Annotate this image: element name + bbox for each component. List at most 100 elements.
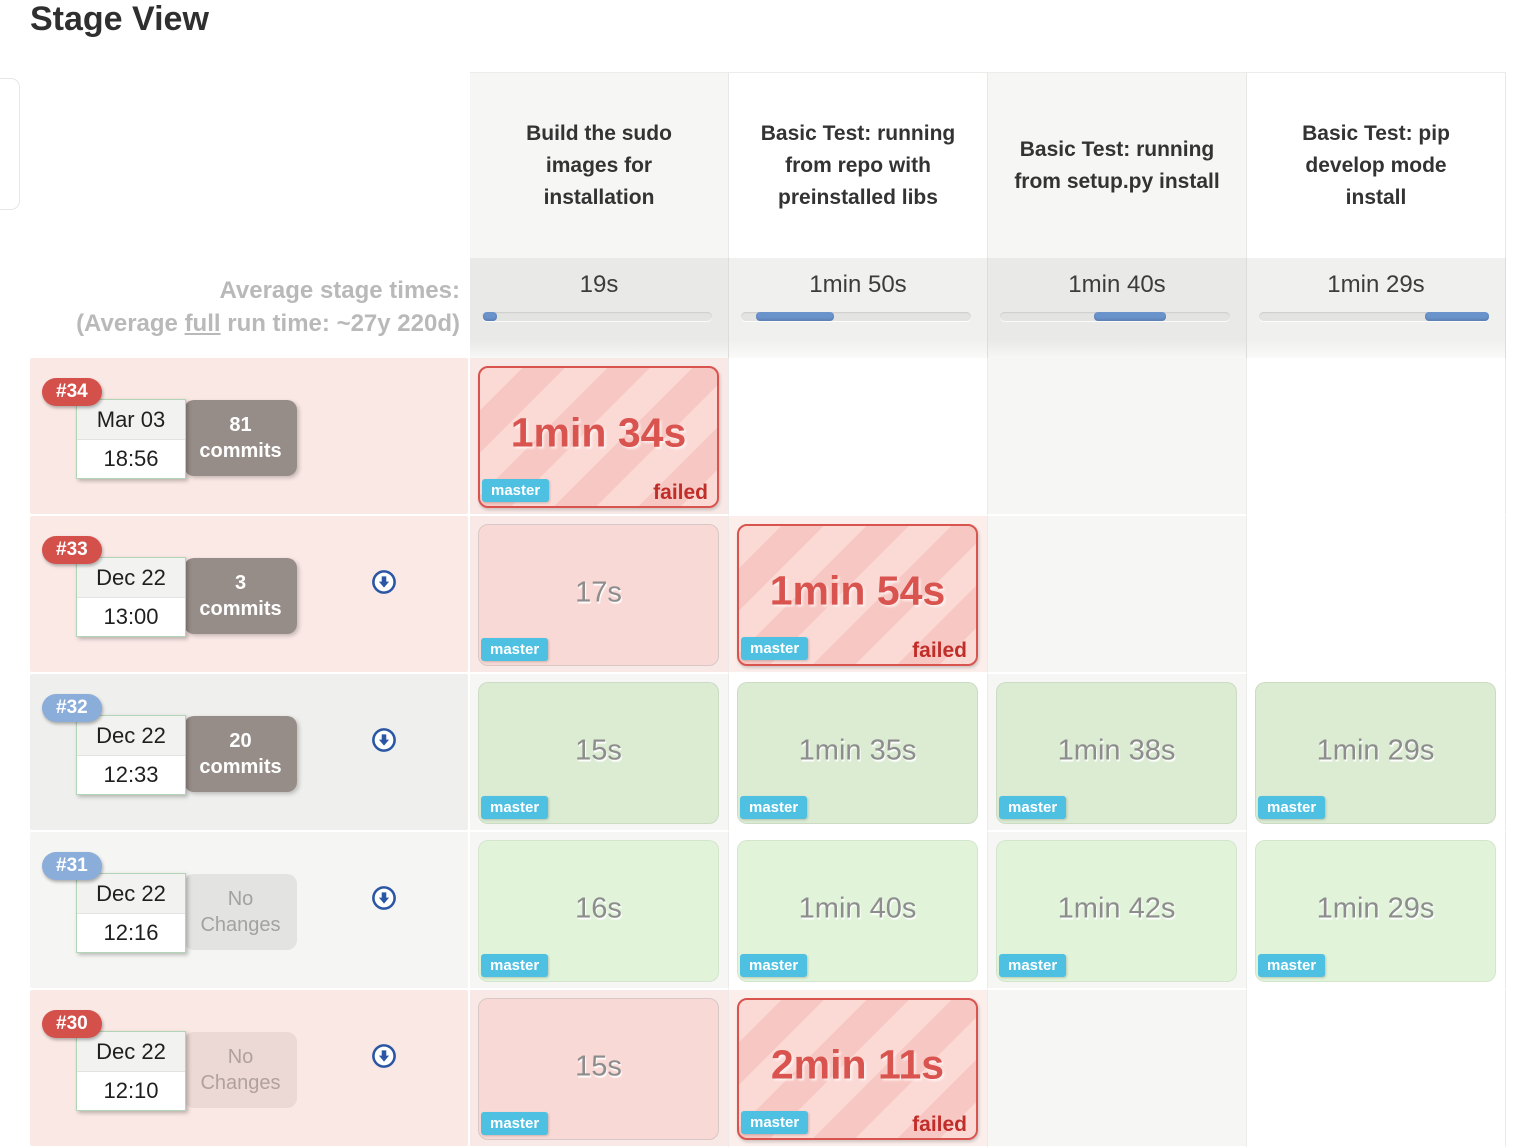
build-date: Mar 03 — [77, 400, 185, 440]
changes-popup-button[interactable]: 20 commits — [184, 716, 297, 792]
average-stage-time: 19s — [579, 271, 619, 298]
no-changes-box: No Changes — [184, 874, 297, 950]
stage-duration: 16s — [575, 892, 622, 925]
stage-time-progressbar-fill — [1424, 312, 1489, 321]
stage-cell-empty — [988, 990, 1247, 1148]
branch-badge: master — [482, 479, 550, 502]
build-time: 13:00 — [77, 598, 185, 636]
build-date-link[interactable]: Mar 03 18:56 — [76, 399, 186, 479]
stage-cell: 17s master — [470, 516, 729, 674]
stage-header-text: Basic Test: pip develop mode install — [1302, 121, 1450, 209]
changeset-arrow-icon[interactable] — [371, 569, 397, 595]
changes-word: No — [227, 1046, 254, 1068]
changes-popup-button[interactable]: 3 commits — [184, 558, 297, 634]
stage-result-failed[interactable]: 1min 34s master failed — [478, 366, 719, 508]
build-date-link[interactable]: Dec 22 12:16 — [76, 873, 186, 953]
changeset-arrow-icon[interactable] — [371, 885, 397, 911]
stage-result-skipped[interactable]: 17s master — [478, 524, 719, 666]
changeset-arrow-icon[interactable] — [371, 727, 397, 753]
stage-cell: 1min 54s master failed — [729, 516, 988, 674]
stage-duration: 1min 54s — [769, 567, 946, 614]
stage-cell-empty — [1247, 990, 1506, 1148]
stage-header-text: Build the sudo images for installation — [526, 121, 672, 209]
average-label-line1: Average stage times: — [219, 277, 460, 304]
build-date: Dec 22 — [77, 874, 185, 914]
branch-badge: master — [481, 954, 549, 977]
stage-cell-empty — [988, 358, 1247, 516]
stage-result-success[interactable]: 1min 40s master — [737, 840, 978, 982]
build-badge[interactable]: #32 — [42, 694, 102, 722]
stage-time-progressbar-fill — [1094, 312, 1166, 321]
stage-cell: 15s master — [470, 990, 729, 1148]
build-row-32: #32 Dec 22 12:33 20 commits — [30, 674, 468, 830]
stage-duration: 1min 29s — [1316, 734, 1435, 767]
build-badge[interactable]: #31 — [42, 852, 102, 880]
stage-result-failed[interactable]: 2min 11s master failed — [737, 998, 978, 1140]
no-changes-box: No Changes — [184, 1032, 297, 1108]
average-label-line2-prefix: (Average — [76, 310, 185, 337]
build-time: 12:10 — [77, 1072, 185, 1110]
changes-word: No — [227, 888, 254, 910]
stage-cell: 1min 40s master — [729, 832, 988, 990]
build-date-link[interactable]: Dec 22 12:10 — [76, 1031, 186, 1111]
stage-cell-empty — [988, 516, 1247, 674]
stage-result-success[interactable]: 1min 29s master — [1255, 682, 1496, 824]
average-label-full-link[interactable]: full — [184, 310, 221, 337]
stage-result-failed[interactable]: 1min 54s master failed — [737, 524, 978, 666]
branch-badge: master — [481, 1112, 549, 1135]
changes-popup-button[interactable]: 81 commits — [184, 400, 297, 476]
changeset-arrow-icon[interactable] — [371, 1043, 397, 1069]
changes-word: commits — [199, 440, 282, 462]
stage-result-success[interactable]: 15s master — [478, 682, 719, 824]
build-time: 12:33 — [77, 756, 185, 794]
stage-time-progressbar-fill — [483, 312, 497, 321]
stage-cell: 1min 38s master — [988, 674, 1247, 832]
branch-badge: master — [1258, 954, 1326, 977]
build-row-34: #34 Mar 03 18:56 81 commits — [30, 358, 468, 514]
stage-duration: 15s — [575, 1050, 622, 1083]
stage-result-skipped[interactable]: 15s master — [478, 998, 719, 1140]
failed-label: failed — [912, 639, 967, 662]
stage-duration: 1min 34s — [510, 409, 687, 456]
stage-result-success[interactable]: 16s master — [478, 840, 719, 982]
stage-header: Basic Test: running from setup.py instal… — [988, 72, 1247, 258]
stage-cell: 1min 35s master — [729, 674, 988, 832]
build-date: Dec 22 — [77, 558, 185, 598]
build-row-31: #31 Dec 22 12:16 No Changes — [30, 832, 468, 988]
build-badge[interactable]: #33 — [42, 536, 102, 564]
build-date: Dec 22 — [77, 1032, 185, 1072]
branch-badge: master — [999, 954, 1067, 977]
build-date-link[interactable]: Dec 22 12:33 — [76, 715, 186, 795]
stage-result-success[interactable]: 1min 29s master — [1255, 840, 1496, 982]
stage-cell: 1min 29s master — [1247, 674, 1506, 832]
average-stage-time-cell: 1min 29s — [1247, 258, 1506, 358]
stage-result-success[interactable]: 1min 42s master — [996, 840, 1237, 982]
build-date-link[interactable]: Dec 22 13:00 — [76, 557, 186, 637]
average-label-line2-suffix: run time: ~27y 220d) — [220, 310, 460, 337]
stage-header: Basic Test: pip develop mode install — [1247, 72, 1506, 258]
build-badge[interactable]: #34 — [42, 378, 102, 406]
stage-cell: 15s master — [470, 674, 729, 832]
stage-result-success[interactable]: 1min 35s master — [737, 682, 978, 824]
branch-badge: master — [740, 954, 808, 977]
changes-count: 81 — [229, 414, 252, 436]
page-title: Stage View — [30, 0, 209, 38]
stage-time-progressbar-fill — [755, 312, 835, 321]
stage-result-success[interactable]: 1min 38s master — [996, 682, 1237, 824]
build-time: 12:16 — [77, 914, 185, 952]
average-stage-time-cell: 19s — [470, 258, 729, 358]
stage-time-progressbar — [741, 312, 971, 321]
stage-header: Build the sudo images for installation — [470, 72, 729, 258]
build-badge[interactable]: #30 — [42, 1010, 102, 1038]
branch-badge: master — [481, 796, 549, 819]
stage-cell: 1min 29s master — [1247, 832, 1506, 990]
average-stage-time-cell: 1min 50s — [729, 258, 988, 358]
stage-duration: 2min 11s — [770, 1041, 945, 1088]
changes-word: Changes — [200, 914, 281, 936]
build-rows: #34 Mar 03 18:56 81 commits #33 Dec 22 1… — [30, 358, 468, 1148]
changes-word: commits — [199, 756, 282, 778]
stage-header: Basic Test: running from repo with prein… — [729, 72, 988, 258]
left-edge-fragment — [0, 78, 20, 210]
average-stage-time: 1min 50s — [809, 271, 907, 298]
